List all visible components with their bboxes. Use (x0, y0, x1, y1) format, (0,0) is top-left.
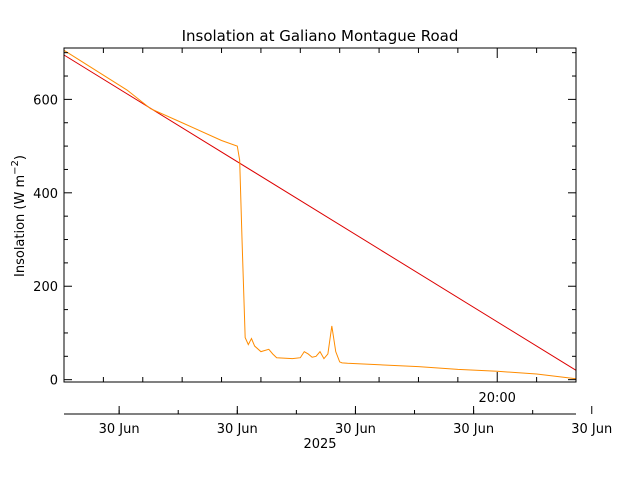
x-axis-ticks: 20:00 30 Jun 30 Jun 30 Jun 30 Jun 30 Jun (63, 48, 612, 437)
y-tick-label: 0 (50, 374, 58, 389)
y-axis-label-suffix: ) (13, 155, 28, 160)
y-tick-label: 200 (33, 280, 58, 295)
y-axis-label-superscript: −2 (10, 160, 21, 175)
series-layer (63, 49, 577, 380)
y-axis-label: Insolation (W m−2) (10, 155, 28, 277)
x-date-tick-label: 30 Jun (571, 422, 612, 437)
y-axis-ticks: 0 200 400 600 (33, 52, 576, 389)
plot-frame (63, 47, 577, 383)
x-time-tick-label: 20:00 (478, 391, 515, 406)
series-line-1 (63, 54, 577, 371)
series-line-2 (63, 49, 577, 380)
x-date-tick-label: 30 Jun (99, 422, 140, 437)
y-tick-label: 600 (33, 93, 58, 108)
chart-title: Insolation at Galiano Montague Road (182, 27, 459, 45)
y-tick-label: 400 (33, 187, 58, 202)
x-date-tick-label: 30 Jun (217, 422, 258, 437)
x-axis-label: 2025 (303, 437, 336, 452)
x-date-tick-label: 30 Jun (453, 422, 494, 437)
x-date-tick-label: 30 Jun (335, 422, 376, 437)
y-axis-label-main: Insolation (W m (13, 175, 28, 277)
